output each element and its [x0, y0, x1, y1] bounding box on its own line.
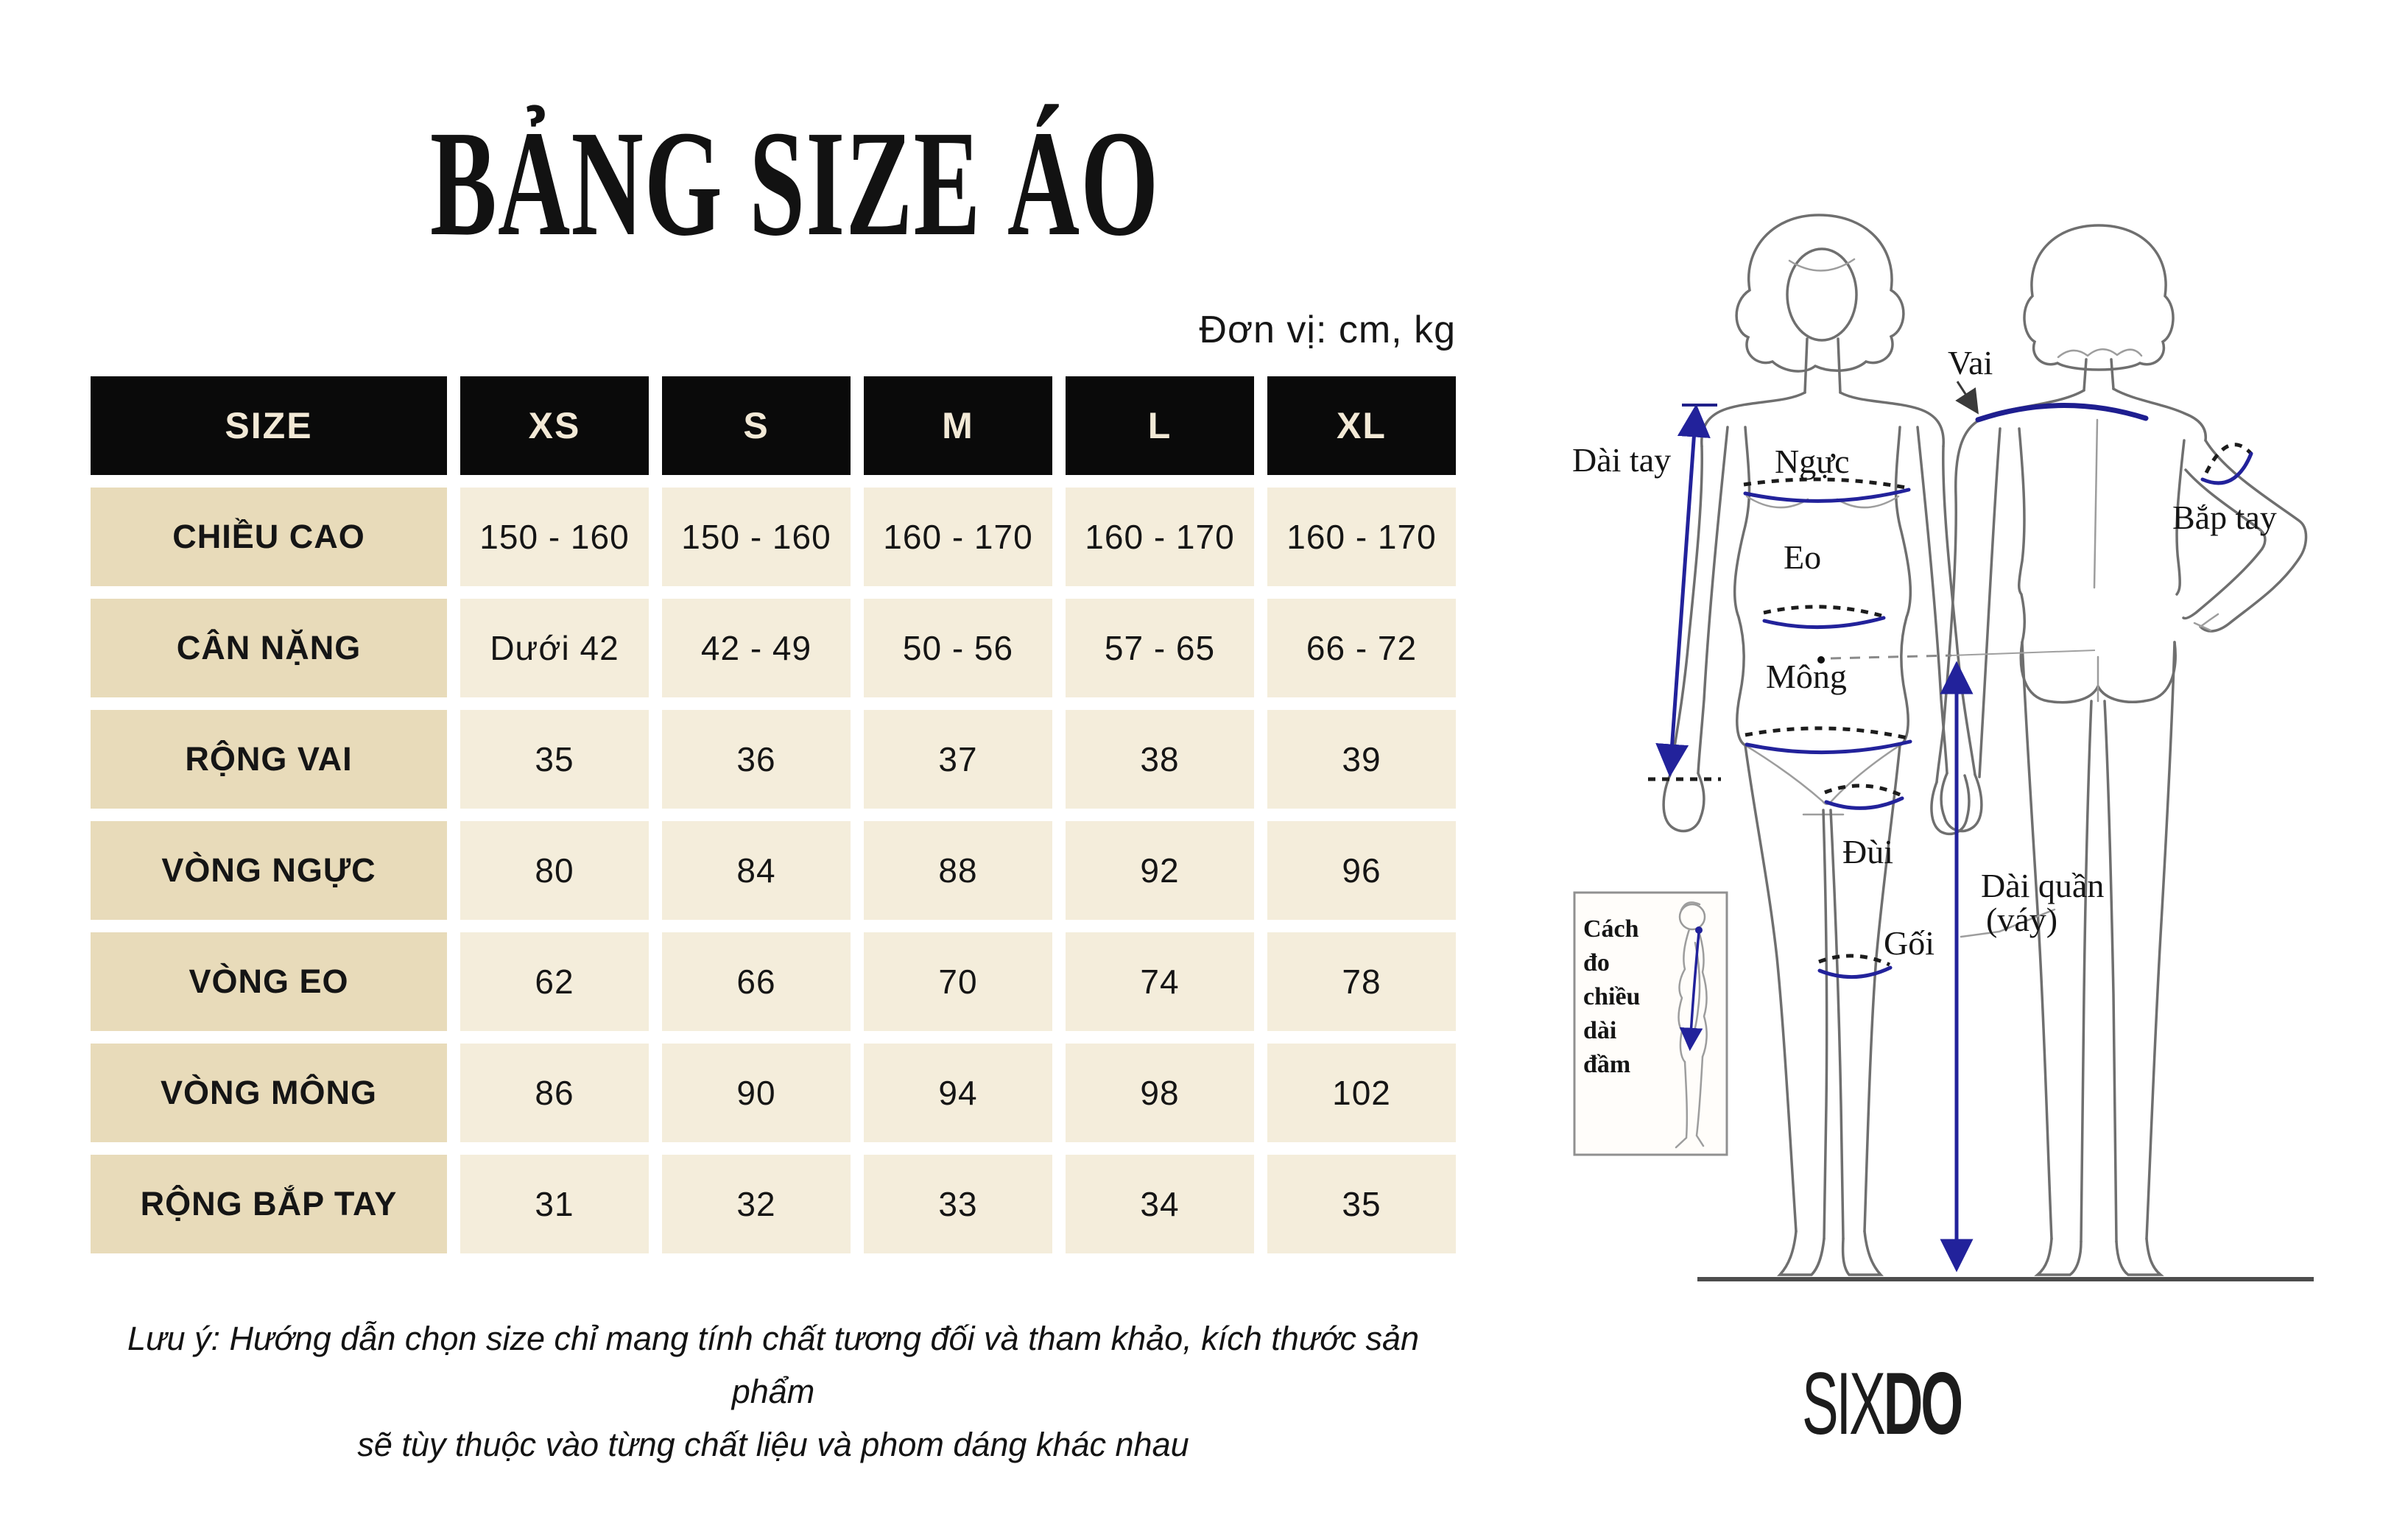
cell-r4-c0: 62	[460, 932, 649, 1031]
back-figure	[1930, 224, 2308, 1276]
cell-r4-c3: 74	[1066, 932, 1254, 1031]
cell-r0-c1: 150 - 160	[662, 488, 851, 586]
back-hair	[2023, 224, 2175, 371]
inset-label-1: Cách	[1583, 915, 1639, 943]
cell-r3-c1: 84	[662, 821, 851, 920]
header-cell-xl: XL	[1267, 376, 1456, 475]
header-cell-l: L	[1066, 376, 1254, 475]
header-cell-size: SIZE	[91, 376, 447, 475]
label-dai-quan-2: (váy)	[1986, 901, 2057, 938]
cell-r3-c4: 96	[1267, 821, 1456, 920]
hip-line	[1745, 739, 1912, 755]
dress-length-inset: Cách đo chiều dài đầm	[1573, 891, 1728, 1156]
label-nguc: Ngực	[1775, 443, 1850, 480]
row-label-2: RỘNG VAI	[91, 710, 447, 809]
label-eo: Eo	[1784, 538, 1821, 576]
footnote-line-2: sẽ tùy thuộc vào từng chất liệu và phom …	[357, 1426, 1189, 1463]
brand-do: DO	[1883, 1354, 1963, 1453]
chest-line	[1743, 488, 1911, 503]
cell-r6-c3: 34	[1066, 1155, 1254, 1253]
waist-line	[1762, 616, 1886, 630]
brand-logo: SIXDO	[1802, 1359, 1963, 1448]
cell-r3-c0: 80	[460, 821, 649, 920]
page-title: BẢNG SIZE ÁO	[430, 99, 1160, 267]
cell-r1-c1: 42 - 49	[662, 599, 851, 697]
label-mong: Mông	[1766, 658, 1847, 695]
cell-r0-c4: 160 - 170	[1267, 488, 1456, 586]
label-dui: Đùi	[1842, 833, 1893, 870]
inset-label-2: đo	[1583, 949, 1610, 977]
cell-r1-c3: 57 - 65	[1066, 599, 1254, 697]
cell-r6-c1: 32	[662, 1155, 851, 1253]
cell-r5-c3: 98	[1066, 1044, 1254, 1142]
measurement-marks	[1648, 381, 2314, 1281]
cell-r6-c4: 35	[1267, 1155, 1456, 1253]
cell-r3-c3: 92	[1066, 821, 1254, 920]
header-cell-m: M	[864, 376, 1052, 475]
footnote: Lưu ý: Hướng dẫn chọn size chỉ mang tính…	[91, 1312, 1456, 1471]
front-face	[1786, 247, 1858, 342]
header-cell-s: S	[662, 376, 851, 475]
inset-label-3: chiều	[1583, 983, 1640, 1010]
label-vai: Vai	[1948, 344, 1993, 381]
vai-pointer-arrow	[1955, 381, 1979, 415]
row-label-6: RỘNG BẮP TAY	[91, 1155, 447, 1253]
label-dai-tay: Dài tay	[1572, 441, 1671, 479]
label-goi: Gối	[1884, 924, 1935, 962]
brand-six: SIX	[1802, 1354, 1886, 1453]
cell-r5-c2: 94	[864, 1044, 1052, 1142]
row-label-1: CÂN NẶNG	[91, 599, 447, 697]
row-label-3: VÒNG NGỰC	[91, 821, 447, 920]
cell-r6-c0: 31	[460, 1155, 649, 1253]
shoulder-line	[1975, 403, 2149, 423]
footnote-line-1: Lưu ý: Hướng dẫn chọn size chỉ mang tính…	[127, 1320, 1420, 1410]
cell-r2-c1: 36	[662, 710, 851, 809]
sleeve-length-line	[1655, 404, 1711, 778]
cell-r2-c2: 37	[864, 710, 1052, 809]
cell-r1-c4: 66 - 72	[1267, 599, 1456, 697]
cell-r4-c2: 70	[864, 932, 1052, 1031]
thigh-line	[1824, 796, 1904, 810]
row-label-5: VÒNG MÔNG	[91, 1044, 447, 1142]
cell-r5-c4: 102	[1267, 1044, 1456, 1142]
row-label-0: CHIỀU CAO	[91, 488, 447, 586]
body-measurement-diagram: Cách đo chiều dài đầm Dài tay Ngực Eo Mô…	[1572, 214, 2314, 1281]
inset-label-5: đầm	[1583, 1051, 1630, 1078]
knee-line	[1817, 965, 1893, 979]
cell-r0-c0: 150 - 160	[460, 488, 649, 586]
cell-r0-c2: 160 - 170	[864, 488, 1052, 586]
row-label-4: VÒNG EO	[91, 932, 447, 1031]
cell-r4-c1: 66	[662, 932, 851, 1031]
cell-r5-c1: 90	[662, 1044, 851, 1142]
cell-r1-c2: 50 - 56	[864, 599, 1052, 697]
cell-r0-c3: 160 - 170	[1066, 488, 1254, 586]
inset-label-4: dài	[1583, 1017, 1616, 1044]
cell-r5-c0: 86	[460, 1044, 649, 1142]
bicep-line	[2200, 451, 2253, 485]
cell-r1-c0: Dưới 42	[460, 599, 649, 697]
label-dai-quan-1: Dài quần	[1981, 867, 2104, 904]
cell-r2-c3: 38	[1066, 710, 1254, 809]
header-cell-xs: XS	[460, 376, 649, 475]
cell-r2-c0: 35	[460, 710, 649, 809]
size-table: SIZE XS S M L XL CHIỀU CAO 150 - 160 150 - 160 16…	[91, 376, 1456, 1253]
cell-r4-c4: 78	[1267, 932, 1456, 1031]
dai-quan-pointer	[1960, 908, 2056, 938]
cell-r3-c2: 88	[864, 821, 1052, 920]
unit-note: Đơn vị: cm, kg	[1199, 309, 1456, 351]
cell-r6-c2: 33	[864, 1155, 1052, 1253]
label-bap-tay: Bắp tay	[2172, 499, 2277, 536]
cell-r2-c4: 39	[1267, 710, 1456, 809]
